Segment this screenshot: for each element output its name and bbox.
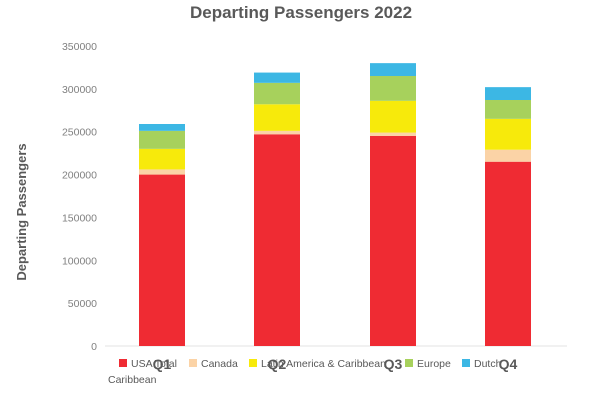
bar-segment: [485, 149, 531, 162]
bar-segment: [254, 130, 300, 135]
y-axis-label: Departing Passengers: [14, 143, 29, 280]
bars-layer: [139, 63, 531, 346]
x-category-label: Q4: [499, 356, 518, 372]
bar-segment: [139, 169, 185, 175]
bar-segment: [370, 63, 416, 76]
legend-swatch: [189, 359, 197, 367]
y-tick-label: 0: [91, 341, 97, 353]
bar-segment: [254, 134, 300, 346]
bar-segment: [485, 118, 531, 150]
bar-segment: [370, 136, 416, 346]
x-category-label: Q3: [384, 356, 403, 372]
x-axis-category-labels: Q1 Q2 Q3 Q4: [153, 356, 518, 372]
bar-segment: [370, 76, 416, 101]
y-tick-label: 250000: [62, 127, 97, 139]
bar-segment: [139, 174, 185, 346]
bar-segment: [139, 124, 185, 131]
y-tick-label: 300000: [62, 84, 97, 96]
x-category-label: Q1: [153, 356, 172, 372]
bar-segment: [139, 130, 185, 149]
legend-swatch: [119, 359, 127, 367]
legend-swatch: [462, 359, 470, 367]
bar-segment: [370, 132, 416, 136]
bar-segment: [485, 161, 531, 346]
y-tick-label: 100000: [62, 255, 97, 267]
y-tick-label: 350000: [62, 41, 97, 53]
legend-swatch: [405, 359, 413, 367]
y-tick-label: 150000: [62, 212, 97, 224]
bar-segment: [485, 100, 531, 119]
bar-segment: [254, 82, 300, 105]
chart-title: Departing Passengers 2022: [190, 3, 412, 22]
legend-label: Dutch Caribbean: [108, 358, 502, 386]
bar-segment: [254, 72, 300, 83]
legend-label: Europe: [417, 358, 451, 370]
bar-segment: [370, 100, 416, 133]
bar-segment: [139, 148, 185, 170]
y-tick-label: 200000: [62, 170, 97, 182]
x-category-label: Q2: [268, 356, 287, 372]
legend-label: USA Total: [131, 358, 177, 370]
legend: USA Total Canada Latin America & Caribbean…: [108, 358, 502, 386]
legend-label: Canada: [201, 358, 238, 370]
bar-segment: [485, 87, 531, 100]
bar-segment: [254, 104, 300, 131]
legend-label: Latin America & Caribbean: [261, 358, 386, 370]
y-tick-label: 50000: [68, 298, 97, 310]
legend-swatch: [249, 359, 257, 367]
